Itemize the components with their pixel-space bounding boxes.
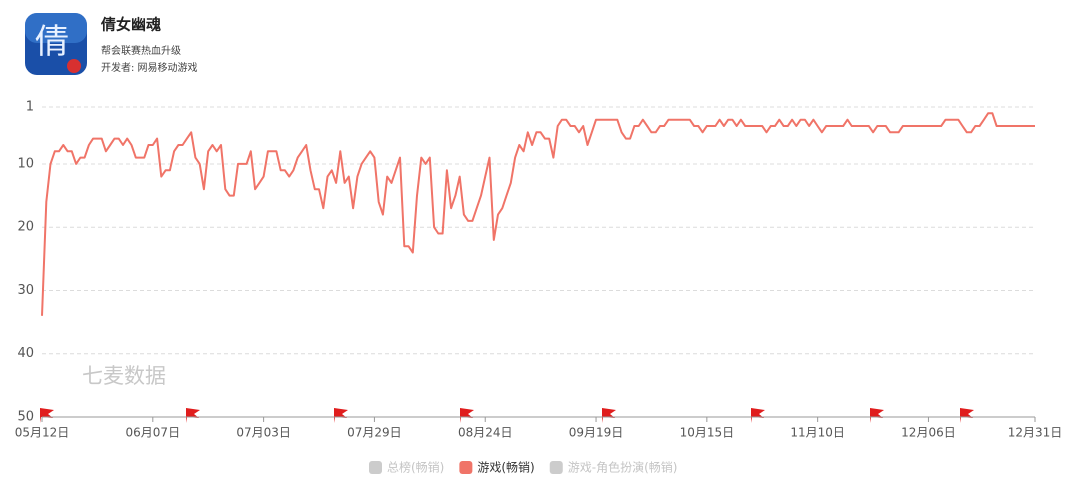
legend-swatch [459, 461, 473, 474]
x-tick-label: 07月29日 [347, 426, 402, 440]
y-tick-label: 20 [17, 220, 34, 235]
x-tick-label: 10月15日 [680, 426, 735, 440]
y-tick-label: 50 [17, 410, 34, 425]
x-tick-label: 05月12日 [15, 426, 70, 440]
x-tick-label: 08月24日 [458, 426, 513, 440]
y-tick-label: 30 [17, 283, 34, 298]
x-tick-label: 06月07日 [126, 426, 181, 440]
x-tick-label: 12月31日 [1008, 426, 1063, 440]
x-tick-label: 11月10日 [790, 426, 845, 440]
event-flag [40, 408, 54, 423]
series-line [41, 112, 1035, 316]
app-developer: 开发者: 网易移动游戏 [101, 61, 198, 74]
y-tick-label: 10 [17, 156, 34, 171]
event-flag [334, 408, 348, 423]
x-tick-label: 07月03日 [236, 426, 291, 440]
event-flag [602, 408, 616, 423]
app-subtitle: 帮会联赛热血升级 [101, 44, 181, 57]
svg-text:倩: 倩 [35, 22, 69, 62]
event-flag [460, 408, 474, 423]
legend-label: 游戏(畅销) [477, 461, 534, 475]
app-title: 倩女幽魂 [100, 16, 161, 34]
x-tick-label: 09月19日 [569, 426, 624, 440]
y-tick-label: 1 [26, 100, 34, 115]
event-flag [751, 408, 765, 423]
event-flag [960, 408, 974, 423]
legend-swatch [369, 461, 382, 474]
x-tick-label: 12月06日 [901, 426, 956, 440]
legend-label: 游戏-角色扮演(畅销) [568, 460, 678, 475]
legend-label: 总榜(畅销) [387, 460, 444, 475]
watermark: 七麦数据 [82, 364, 166, 388]
event-flag [870, 408, 884, 423]
event-flag [186, 408, 200, 423]
legend-swatch [549, 461, 563, 474]
app-icon: 倩 [25, 13, 87, 75]
y-tick-label: 40 [17, 346, 34, 361]
event-flags [40, 408, 974, 423]
